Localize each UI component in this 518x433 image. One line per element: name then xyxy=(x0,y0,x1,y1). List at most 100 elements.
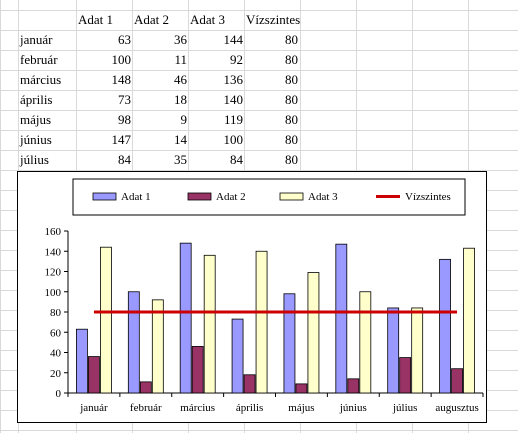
value-cell[interactable]: 18 xyxy=(174,92,187,107)
value-cell[interactable]: 80 xyxy=(285,52,298,67)
y-tick-label: 160 xyxy=(45,226,62,238)
bar xyxy=(231,318,244,394)
value-cell[interactable]: 80 xyxy=(285,132,298,147)
value-cell[interactable]: 80 xyxy=(285,92,298,107)
bar xyxy=(139,381,152,394)
grid-row-line xyxy=(0,70,518,71)
x-tick-label: április xyxy=(236,402,264,414)
legend-label: Adat 3 xyxy=(308,191,338,203)
row-label-cell[interactable]: február xyxy=(20,52,58,67)
bar xyxy=(359,291,372,394)
value-cell[interactable]: 36 xyxy=(174,32,187,47)
y-tick-label: 0 xyxy=(56,388,62,400)
value-cell[interactable]: 98 xyxy=(118,112,131,127)
legend-label: Vízszintes xyxy=(405,191,451,203)
x-tick-label: március xyxy=(180,402,215,414)
column-header-cell[interactable]: Adat 3 xyxy=(190,12,226,27)
bar xyxy=(255,250,268,394)
bar xyxy=(243,374,256,394)
bar xyxy=(387,307,400,394)
legend-swatch xyxy=(92,192,117,201)
grid-row-line xyxy=(0,10,518,11)
legend-swatch xyxy=(187,192,212,201)
y-tick-label: 100 xyxy=(45,287,62,299)
y-tick-label: 120 xyxy=(45,267,62,279)
x-tick-label: május xyxy=(288,402,314,414)
bar xyxy=(100,246,112,394)
row-label-cell[interactable]: január xyxy=(20,32,53,47)
value-cell[interactable]: 119 xyxy=(223,112,243,127)
bar xyxy=(439,258,451,394)
row-label-cell[interactable]: június xyxy=(20,132,52,147)
value-cell[interactable]: 80 xyxy=(285,112,298,127)
value-cell[interactable]: 84 xyxy=(118,152,131,167)
x-tick-label: augusztus xyxy=(435,402,478,414)
value-cell[interactable]: 84 xyxy=(230,152,243,167)
bar xyxy=(307,272,320,394)
bar xyxy=(151,299,164,394)
value-cell[interactable]: 80 xyxy=(285,32,298,47)
legend-label: Adat 1 xyxy=(121,191,151,203)
grid-row-line xyxy=(0,430,518,431)
y-tick-label: 80 xyxy=(50,307,62,319)
value-cell[interactable]: 147 xyxy=(111,132,132,147)
value-cell[interactable]: 136 xyxy=(223,72,244,87)
value-cell[interactable]: 80 xyxy=(285,72,298,87)
y-tick-label: 40 xyxy=(50,348,62,360)
x-tick-label: július xyxy=(392,402,417,414)
bar xyxy=(399,357,412,394)
value-cell[interactable]: 148 xyxy=(111,72,132,87)
value-cell[interactable]: 144 xyxy=(223,32,244,47)
value-cell[interactable]: 100 xyxy=(223,132,244,147)
grid-column-line xyxy=(0,0,1,433)
bar xyxy=(76,328,88,394)
grid-row-line xyxy=(0,130,518,131)
bar xyxy=(88,356,100,394)
bar xyxy=(335,243,348,394)
grid-row-line xyxy=(0,110,518,111)
value-cell[interactable]: 46 xyxy=(174,72,187,87)
value-cell[interactable]: 9 xyxy=(180,112,188,127)
bar xyxy=(463,247,475,394)
value-cell[interactable]: 92 xyxy=(230,52,243,67)
y-tick-label: 20 xyxy=(50,368,62,380)
chart-area[interactable]: Adat 1 Adat 2 Adat 3 Vízszintes 0 20 40 60 80 100… xyxy=(17,171,487,423)
column-header-cell[interactable]: Vízszintes xyxy=(246,12,301,27)
value-cell[interactable]: 140 xyxy=(223,92,244,107)
x-tick-label: június xyxy=(339,402,367,414)
bar xyxy=(451,368,463,394)
column-header-cell[interactable]: Adat 1 xyxy=(78,12,114,27)
x-tick-label: január xyxy=(79,402,108,414)
bar-chart: Adat 1 Adat 2 Adat 3 Vízszintes 0 20 40 60 80 100… xyxy=(45,178,484,414)
legend-swatch xyxy=(279,192,304,201)
bar xyxy=(283,293,296,394)
bar xyxy=(347,378,360,394)
value-cell[interactable]: 11 xyxy=(174,52,187,67)
bar xyxy=(203,254,216,394)
bar xyxy=(295,383,308,394)
legend-label: Adat 2 xyxy=(216,191,246,203)
value-cell[interactable]: 14 xyxy=(174,132,187,147)
bar xyxy=(127,291,140,394)
grid-row-line xyxy=(0,90,518,91)
y-tick-label: 60 xyxy=(50,327,62,339)
bar xyxy=(191,346,204,394)
grid-row-line xyxy=(0,50,518,51)
value-cell[interactable]: 80 xyxy=(285,152,298,167)
grid-row-line xyxy=(0,30,518,31)
y-tick-label: 140 xyxy=(45,246,62,258)
bar xyxy=(411,307,424,394)
row-label-cell[interactable]: május xyxy=(20,112,52,127)
value-cell[interactable]: 35 xyxy=(174,152,187,167)
column-header-cell[interactable]: Adat 2 xyxy=(134,12,170,27)
value-cell[interactable]: 100 xyxy=(111,52,132,67)
row-label-cell[interactable]: március xyxy=(20,72,62,87)
bar xyxy=(179,242,192,394)
row-label-cell[interactable]: július xyxy=(20,152,49,167)
value-cell[interactable]: 73 xyxy=(118,92,131,107)
grid-row-line xyxy=(0,170,518,171)
value-cell[interactable]: 63 xyxy=(118,32,131,47)
row-label-cell[interactable]: április xyxy=(20,92,53,107)
x-tick-label: február xyxy=(130,402,162,414)
grid-row-line xyxy=(0,150,518,151)
